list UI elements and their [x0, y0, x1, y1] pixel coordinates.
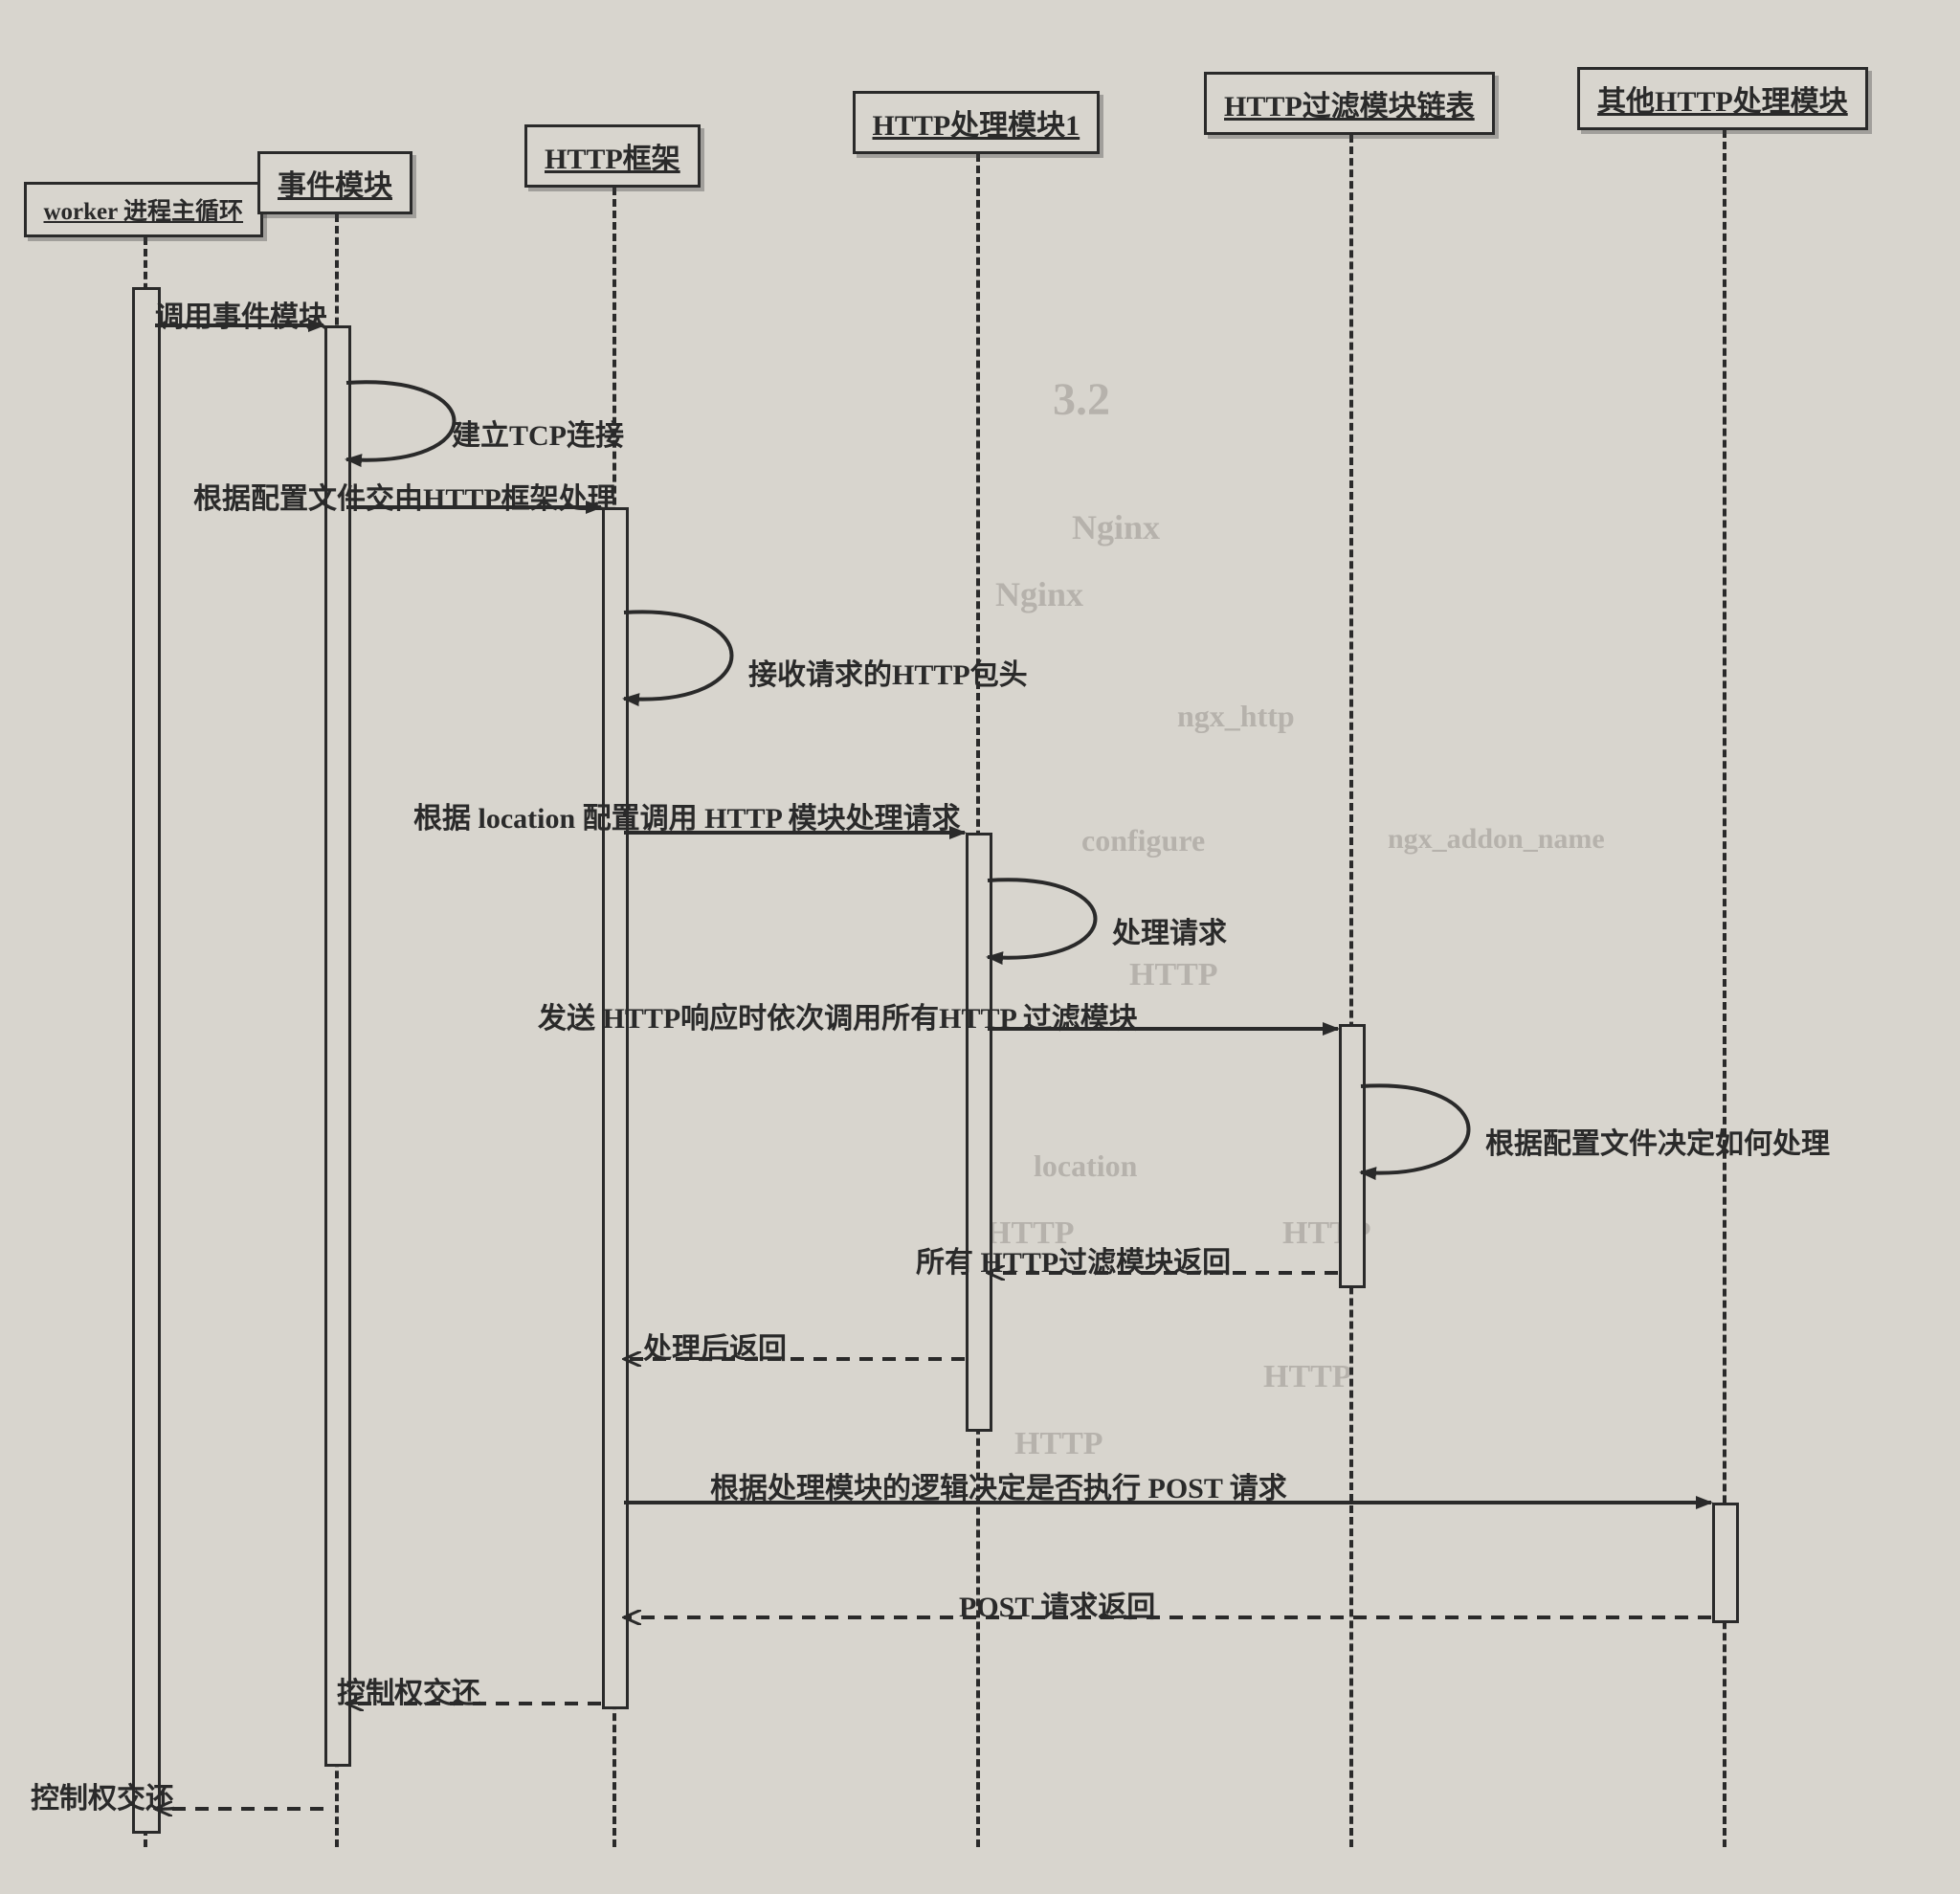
message-label: 控制权交还 — [31, 1774, 174, 1816]
participant-mod1: HTTP处理模块1 — [853, 91, 1101, 154]
bleed-text: Nginx — [1072, 507, 1160, 547]
message-label: 根据处理模块的逻辑决定是否执行 POST 请求 — [710, 1464, 1287, 1506]
activation-mod1 — [966, 833, 992, 1432]
message-label: 所有 HTTP过滤模块返回 — [916, 1238, 1231, 1281]
activation-filter — [1339, 1024, 1366, 1288]
message-label: 建立TCP连接 — [452, 412, 624, 454]
participant-filter: HTTP过滤模块链表 — [1204, 72, 1495, 135]
activation-worker — [132, 287, 161, 1834]
message-label: 接收请求的HTTP包头 — [748, 651, 1028, 693]
message-label: 处理后返回 — [643, 1325, 787, 1367]
self-message — [1361, 1085, 1469, 1172]
activation-other — [1712, 1503, 1739, 1623]
self-message — [346, 382, 455, 459]
lifeline-filter — [1349, 135, 1353, 1847]
bleed-text: HTTP — [1129, 957, 1218, 993]
bleed-text: HTTP — [1263, 1359, 1352, 1395]
message-label: POST 请求返回 — [959, 1583, 1155, 1625]
participant-other: 其他HTTP处理模块 — [1577, 67, 1868, 130]
activation-http — [602, 507, 629, 1709]
bleed-text: HTTP — [1014, 1426, 1103, 1462]
participant-http: HTTP框架 — [524, 124, 701, 188]
activation-event — [324, 325, 351, 1767]
message-label: 根据配置文件交由HTTP框架处理 — [193, 475, 616, 517]
message-label: 处理请求 — [1112, 909, 1227, 951]
participant-worker: worker 进程主循环 — [24, 182, 264, 237]
participant-event: 事件模块 — [257, 151, 412, 214]
message-label: 调用事件模块 — [155, 293, 327, 335]
bleed-text: Nginx — [995, 574, 1083, 614]
bleed-text: ngx_http — [1177, 699, 1295, 734]
self-message — [988, 880, 1096, 957]
self-message — [624, 612, 732, 699]
message-label: 控制权交还 — [337, 1669, 480, 1711]
bleed-text: ngx_addon_name — [1388, 823, 1605, 856]
message-label: 根据 location 配置调用 HTTP 模块处理请求 — [413, 794, 961, 836]
message-label: 发送 HTTP响应时依次调用所有HTTP 过滤模块 — [538, 994, 1138, 1036]
bleed-text: configure — [1081, 823, 1205, 858]
bleed-text: 3.2 — [1053, 373, 1110, 426]
message-label: 根据配置文件决定如何处理 — [1485, 1120, 1830, 1162]
bleed-text: location — [1034, 1148, 1137, 1184]
